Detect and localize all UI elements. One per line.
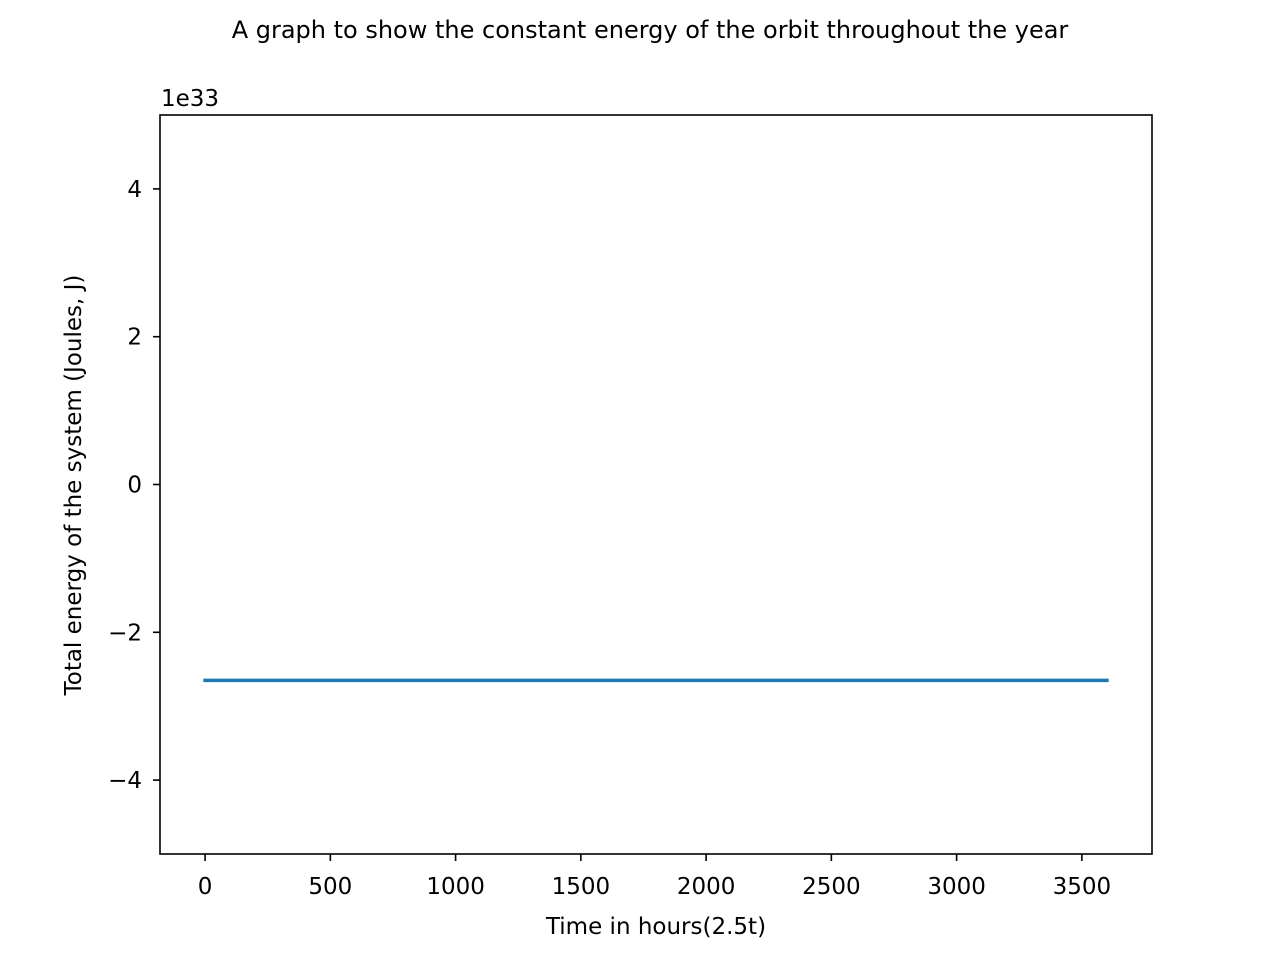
x-axis-label: Time in hours(2.5t) (545, 914, 766, 940)
x-tick-label: 0 (198, 874, 213, 900)
y-tick-label: −2 (108, 620, 142, 646)
x-tick-label: 500 (308, 874, 352, 900)
y-offset-label: 1e33 (161, 86, 219, 112)
x-tick-label: 2500 (802, 874, 861, 900)
y-axis-ticks: −4 −2 0 2 4 (108, 177, 160, 794)
x-tick-label: 1500 (552, 874, 611, 900)
chart-title: A graph to show the constant energy of t… (232, 16, 1069, 44)
x-tick-label: 2000 (677, 874, 736, 900)
y-tick-label: 4 (127, 177, 142, 203)
y-axis-label: Total energy of the system (Joules, J) (61, 275, 87, 697)
y-tick-label: −4 (108, 768, 142, 794)
x-axis-ticks: 0 500 1000 1500 2000 2500 3000 3500 (198, 854, 1111, 900)
plot-frame (159, 114, 1153, 855)
y-tick-label: 2 (127, 325, 142, 351)
x-tick-label: 3500 (1053, 874, 1112, 900)
y-tick-label: 0 (127, 473, 142, 499)
x-tick-label: 3000 (927, 874, 986, 900)
x-tick-label: 1000 (426, 874, 485, 900)
